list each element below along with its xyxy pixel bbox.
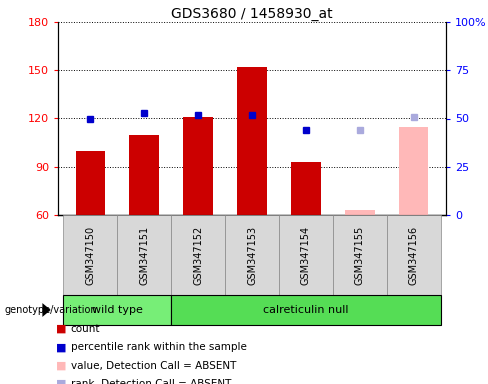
Bar (129, 134, 159, 215)
Bar (279, 215, 333, 295)
Bar (183, 117, 213, 215)
Text: rank, Detection Call = ABSENT: rank, Detection Call = ABSENT (71, 379, 231, 384)
Text: GSM347151: GSM347151 (139, 225, 149, 285)
Text: GSM347153: GSM347153 (247, 225, 257, 285)
Text: ■: ■ (56, 324, 67, 334)
Bar (386, 215, 441, 295)
Bar (237, 67, 267, 215)
Text: GSM347152: GSM347152 (193, 225, 203, 285)
Title: GDS3680 / 1458930_at: GDS3680 / 1458930_at (171, 7, 333, 21)
Text: GSM347156: GSM347156 (408, 225, 419, 285)
Text: ■: ■ (56, 361, 67, 371)
Text: value, Detection Call = ABSENT: value, Detection Call = ABSENT (71, 361, 236, 371)
Bar (117, 215, 171, 295)
Bar (63, 215, 117, 295)
Bar (399, 127, 428, 215)
Bar (345, 210, 375, 215)
Text: GSM347150: GSM347150 (85, 225, 95, 285)
Bar (333, 215, 386, 295)
Bar (291, 162, 321, 215)
Text: percentile rank within the sample: percentile rank within the sample (71, 342, 246, 352)
Text: count: count (71, 324, 100, 334)
Text: GSM347155: GSM347155 (355, 225, 365, 285)
Bar (76, 151, 105, 215)
Text: ■: ■ (56, 379, 67, 384)
Text: GSM347154: GSM347154 (301, 225, 311, 285)
Text: calreticulin null: calreticulin null (263, 305, 348, 315)
Bar (225, 215, 279, 295)
Bar (171, 215, 225, 295)
Text: genotype/variation: genotype/variation (5, 305, 98, 315)
Text: wild type: wild type (92, 305, 142, 315)
Text: ■: ■ (56, 342, 67, 352)
Bar (63, 295, 171, 325)
Bar (171, 295, 441, 325)
